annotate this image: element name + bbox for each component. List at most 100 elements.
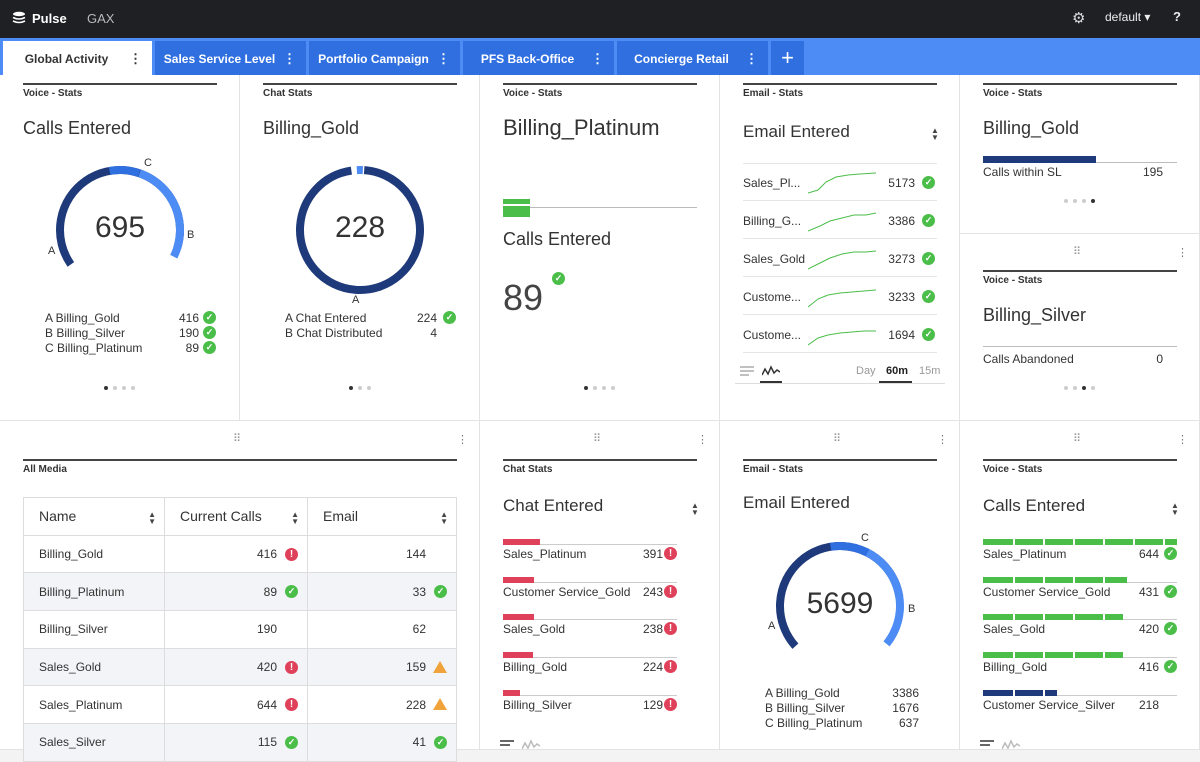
progress-fill <box>983 156 1096 163</box>
list-item[interactable]: Billing_G... 3386 ✓ <box>743 202 937 239</box>
row-label: Custome... <box>743 328 802 342</box>
metric-label: Calls within SL <box>983 165 1062 179</box>
tab-menu-icon[interactable]: ⋮ <box>437 51 450 66</box>
sparkline-view-icon[interactable] <box>522 739 540 749</box>
range-60m[interactable]: 60m <box>886 365 909 377</box>
sort-icon[interactable]: ▲ ▼ <box>291 510 299 526</box>
donut-segment-b <box>56 166 184 294</box>
table-row[interactable]: Sales_Platinum 644! 228 <box>23 685 457 725</box>
bar-value: 416 <box>1138 660 1159 675</box>
sparkline-view-icon[interactable] <box>762 365 780 377</box>
metric-row: Calls Abandoned 0 <box>983 352 1177 366</box>
column-header-email[interactable]: Email ▲ ▼ <box>307 497 457 536</box>
legend-row: A Billing_Gold 416 ✓ <box>45 311 217 325</box>
cell-email: 33 ✓ <box>307 572 457 612</box>
table-row[interactable]: Sales_Silver 115 ✓ 41 ✓ <box>23 723 457 762</box>
legend-row: B Billing_Silver 190 ✓ <box>45 326 217 340</box>
donut-total: 5699 <box>806 587 874 620</box>
metric-row: Calls within SL 195 <box>983 165 1177 179</box>
sort-icon[interactable]: ▲ ▼ <box>1171 501 1179 517</box>
list-view-icon[interactable] <box>500 739 514 749</box>
legend-row: A Billing_Gold 3386 <box>765 686 937 700</box>
row-value: 3386 <box>888 214 915 228</box>
tab-concierge-retail[interactable]: Concierge Retail ⋮ <box>617 41 768 75</box>
sort-icon[interactable]: ▲ ▼ <box>931 126 939 142</box>
pager-dots[interactable] <box>1064 199 1100 205</box>
ok-icon: ✓ <box>443 311 456 324</box>
ok-icon: ✓ <box>922 252 935 265</box>
drag-handle-icon[interactable]: ⠿ <box>1073 246 1083 258</box>
bar-label: Customer Service_Gold <box>503 584 631 599</box>
drag-handle-icon[interactable]: ⠿ <box>233 433 243 445</box>
profile-dropdown[interactable]: default ▾ <box>1105 10 1151 24</box>
table-row[interactable]: Billing_Platinum 89 ✓ 33 ✓ <box>23 572 457 612</box>
sparkline <box>808 172 877 194</box>
widget-title: Billing_Platinum <box>503 115 660 140</box>
table-row[interactable]: Billing_Silver 190 62 <box>23 610 457 649</box>
widget-billing-gold-chat: Chat Stats Billing_Gold 228 A A Chat Ent… <box>240 75 480 421</box>
sparkline-view-icon[interactable] <box>1002 739 1020 749</box>
widget-menu-icon[interactable]: ⋮ <box>457 434 468 446</box>
segment-label-a: A <box>768 620 776 632</box>
sort-icon[interactable]: ▲ ▼ <box>440 510 448 526</box>
legend-value: 190 <box>178 326 199 340</box>
help-button[interactable]: ? <box>1173 9 1181 24</box>
list-item[interactable]: Custome... 3233 ✓ <box>743 278 937 315</box>
pager-dots[interactable] <box>584 386 620 392</box>
widget-title: Billing_Gold <box>983 118 1080 138</box>
range-15m[interactable]: 15m <box>919 365 941 377</box>
list-item[interactable]: Custome... 1694 ✓ <box>743 316 937 353</box>
drag-handle-icon[interactable]: ⠿ <box>1073 433 1083 445</box>
widget-menu-icon[interactable]: ⋮ <box>937 434 948 446</box>
range-day[interactable]: Day <box>856 365 876 377</box>
bar-label: Sales_Platinum <box>503 547 587 561</box>
widget-menu-icon[interactable]: ⋮ <box>697 434 708 446</box>
tab-portfolio-campaign[interactable]: Portfolio Campaign ⋮ <box>309 41 460 75</box>
add-tab-button[interactable]: + <box>771 41 804 75</box>
column-header-name[interactable]: Name ▲ ▼ <box>23 497 165 536</box>
progress-bar <box>503 199 697 217</box>
cell-name: Sales_Platinum <box>23 685 165 725</box>
tab-global-activity[interactable]: Global Activity ⋮ <box>3 41 152 75</box>
drag-handle-icon[interactable]: ⠿ <box>833 433 843 445</box>
gear-icon[interactable]: ⚙ <box>1072 10 1086 27</box>
tab-menu-icon[interactable]: ⋮ <box>591 51 604 66</box>
cell-email: 144 <box>307 534 457 574</box>
tab-menu-icon[interactable]: ⋮ <box>745 51 758 66</box>
donut-chart <box>296 166 424 294</box>
drag-handle-icon[interactable]: ⠿ <box>593 433 603 445</box>
cell-current-calls: 190 <box>164 610 308 649</box>
tab-menu-icon[interactable]: ⋮ <box>283 51 296 66</box>
sort-icon[interactable]: ▲ ▼ <box>691 501 699 517</box>
segment-label-a: A <box>48 245 56 257</box>
list-item[interactable]: Sales_Gold 3273 ✓ <box>743 240 937 277</box>
pager-dots[interactable] <box>104 386 140 392</box>
app-name[interactable]: Pulse <box>32 11 67 26</box>
widget-header: Chat Stats <box>503 459 697 475</box>
bar-track <box>503 690 677 696</box>
pager-dots[interactable] <box>349 386 376 392</box>
tab-sales-service-level[interactable]: Sales Service Level ⋮ <box>155 41 306 75</box>
table-row[interactable]: Sales_Gold 420! 159 <box>23 647 457 687</box>
list-item[interactable]: Sales_Pl... 5173 ✓ <box>743 164 937 201</box>
bar-track <box>503 539 677 545</box>
widget-title: Billing_Gold <box>263 118 360 138</box>
tab-label: PFS Back-Office <box>480 52 575 66</box>
sort-icon[interactable]: ▲ ▼ <box>148 510 156 526</box>
widget-billing-gold-sl: Voice - Stats Billing_Gold Calls within … <box>960 75 1200 234</box>
widget-menu-icon[interactable]: ⋮ <box>1177 434 1188 446</box>
table-header-row: Name ▲ ▼ Current Calls ▲ ▼ Email ▲ ▼ <box>23 497 457 536</box>
table-row[interactable]: Billing_Gold 416! 144 <box>23 534 457 574</box>
tab-pfs-back-office[interactable]: PFS Back-Office ⋮ <box>463 41 614 75</box>
ok-icon: ✓ <box>1164 622 1177 636</box>
bar-label: Customer Service_Silver <box>983 697 1116 712</box>
pager-dots[interactable] <box>1064 386 1100 392</box>
column-header-current-calls[interactable]: Current Calls ▲ ▼ <box>164 497 308 536</box>
error-icon: ! <box>285 547 298 561</box>
list-view-icon[interactable] <box>740 365 754 377</box>
ok-icon: ✓ <box>1164 584 1177 598</box>
list-view-icon[interactable] <box>980 739 994 749</box>
tab-menu-icon[interactable]: ⋮ <box>129 51 142 66</box>
widget-menu-icon[interactable]: ⋮ <box>1177 247 1188 259</box>
error-icon: ! <box>285 660 298 674</box>
